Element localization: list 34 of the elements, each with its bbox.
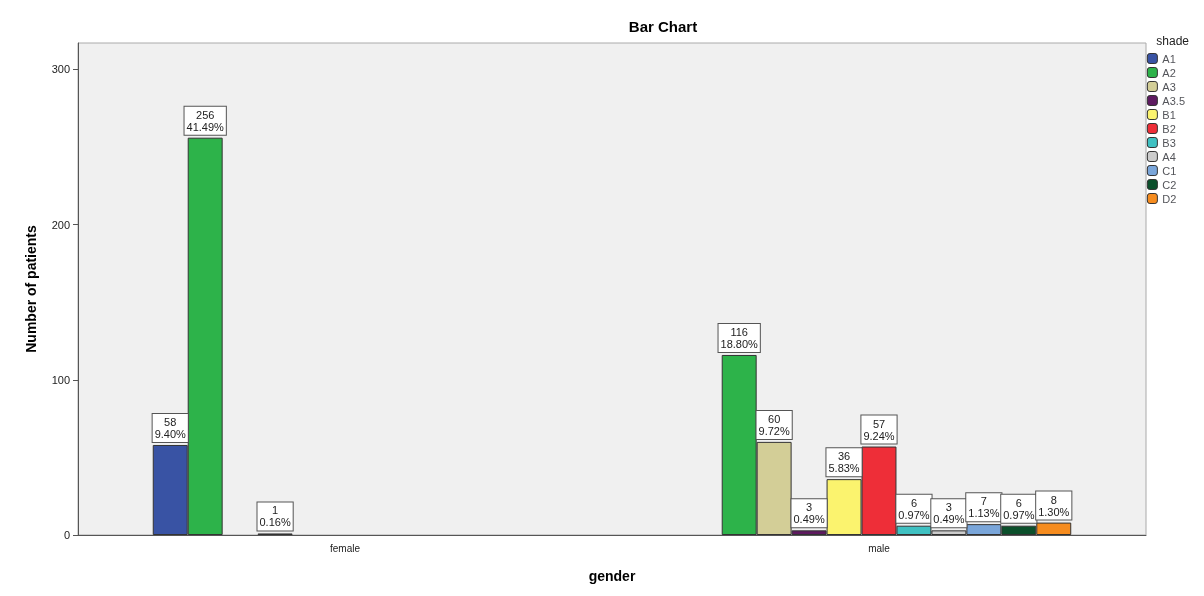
y-tick-label: 200 xyxy=(51,218,70,231)
x-tick-label: male xyxy=(868,542,891,554)
legend-label: C2 xyxy=(1162,178,1177,191)
legend-label: C1 xyxy=(1162,164,1177,177)
data-label: 58 9.40% xyxy=(154,415,187,440)
y-tick-label: 0 xyxy=(63,529,70,541)
data-label: 256 41.49% xyxy=(186,108,225,133)
legend-label: A4 xyxy=(1162,150,1176,163)
data-label: 6 0.97% xyxy=(898,496,930,521)
data-label: 60 9.72% xyxy=(758,412,790,437)
legend-label: A3.5 xyxy=(1162,94,1186,107)
y-tick-label: 100 xyxy=(51,373,70,386)
y-axis-title: Number of patients xyxy=(23,225,39,353)
legend-label: D2 xyxy=(1162,192,1177,205)
legend-label: B1 xyxy=(1162,108,1176,121)
y-tick-label: 300 xyxy=(51,63,70,76)
data-label: 6 0.97% xyxy=(1003,496,1035,521)
chart-title: Bar Chart xyxy=(628,18,698,35)
data-label: 116 18.80% xyxy=(720,325,759,350)
legend-title: shade xyxy=(1156,34,1190,48)
legend-label: B2 xyxy=(1162,122,1176,135)
data-label: 57 9.24% xyxy=(863,417,895,442)
legend-label: A3 xyxy=(1162,80,1176,93)
legend-label: A2 xyxy=(1162,66,1176,79)
x-tick-label: female xyxy=(329,542,361,554)
legend-label: A1 xyxy=(1162,52,1176,65)
data-label: 7 1.13% xyxy=(968,495,1000,520)
data-label: 3 0.49% xyxy=(933,501,965,526)
data-label: 1 0.16% xyxy=(259,504,291,529)
legend-label: B3 xyxy=(1162,136,1176,149)
data-label: 36 5.83% xyxy=(828,450,860,475)
data-label: 3 0.49% xyxy=(793,501,825,526)
data-label: 8 1.30% xyxy=(1038,493,1070,518)
x-axis-title: gender xyxy=(588,568,636,584)
